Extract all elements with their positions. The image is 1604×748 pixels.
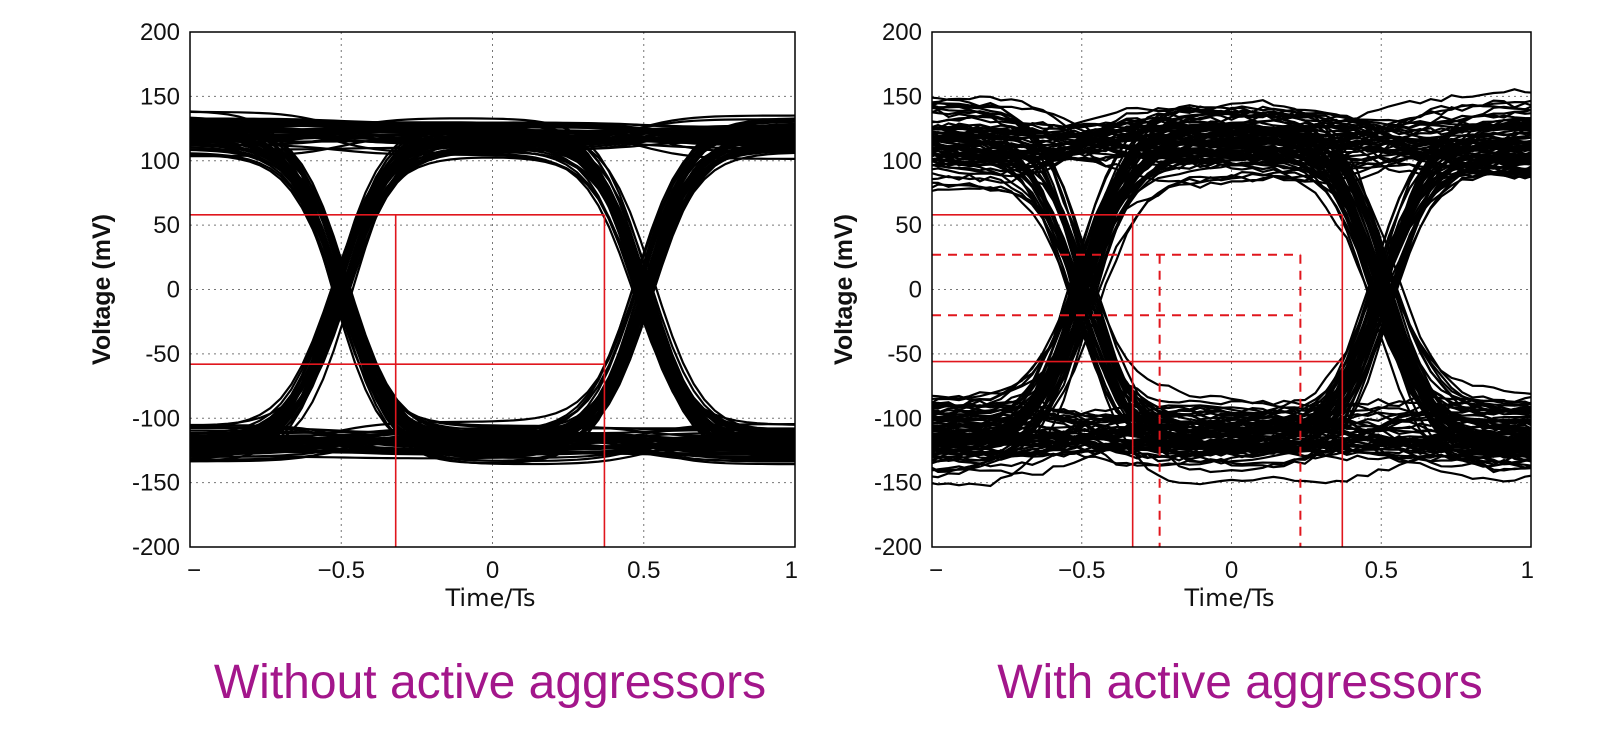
caption-right: With active aggressors <box>997 656 1483 709</box>
eye-trace <box>190 133 795 160</box>
eye-trace <box>932 133 1531 448</box>
eye-trace <box>190 428 795 463</box>
y-tick-label: -100 <box>874 405 922 432</box>
eye-trace <box>190 126 795 448</box>
y-tick-label: -50 <box>887 341 922 368</box>
eye-trace <box>190 438 795 445</box>
eye-trace <box>932 163 1531 431</box>
eye-trace <box>190 129 795 436</box>
eye-trace <box>190 138 795 450</box>
y-axis-label: Voltage (mV) <box>88 214 116 365</box>
eye-trace <box>932 99 1531 442</box>
caption-left: Without active aggressors <box>213 656 767 709</box>
eye-trace <box>932 110 1531 189</box>
eye-trace <box>932 124 1531 435</box>
y-tick-label: -150 <box>132 470 180 497</box>
y-tick-label: -50 <box>145 341 180 368</box>
eye-trace <box>190 134 795 451</box>
x-tick-label: 1 <box>1521 557 1534 584</box>
y-tick-label: 100 <box>882 148 922 175</box>
plot-frame <box>931 31 1532 548</box>
x-tick-label: − <box>929 557 950 584</box>
eye-trace <box>190 125 795 436</box>
eye-trace <box>932 120 1531 166</box>
eye-trace <box>190 146 795 442</box>
y-tick-label: 150 <box>882 83 922 110</box>
y-tick-label: 0 <box>167 277 180 304</box>
y-tick-label: -200 <box>132 534 180 561</box>
eye-trace <box>190 140 795 449</box>
eye-trace <box>190 133 795 444</box>
eye-trace <box>190 134 795 462</box>
eye-trace <box>932 419 1531 445</box>
eye-trace <box>190 143 795 433</box>
x-tick-label: 0.5 <box>1365 557 1398 584</box>
eye-trace <box>932 121 1531 453</box>
y-tick-label: -100 <box>132 405 180 432</box>
eye-panel-1: 200 150 100 50 0 -50 -100 -150 -200− −0.5 0 0.5 1 Ti… <box>88 19 798 612</box>
x-tick-label: 0.5 <box>627 557 660 584</box>
eye-trace <box>190 134 795 443</box>
eye-trace <box>190 124 795 451</box>
y-tick-label: 200 <box>882 19 922 46</box>
y-axis-label: Voltage (mV) <box>830 214 858 365</box>
eye-trace <box>190 145 795 454</box>
eye-trace <box>932 172 1531 454</box>
eye-trace <box>190 434 795 456</box>
eye-trace <box>190 117 795 129</box>
eye-trace <box>932 144 1531 443</box>
x-tick-label: −0.5 <box>318 557 365 584</box>
eye-trace <box>190 153 795 438</box>
x-tick-label: − <box>187 557 208 584</box>
eye-trace <box>932 158 1531 459</box>
eye-trace <box>932 96 1531 438</box>
eye-trace <box>932 427 1531 463</box>
y-tick-label: 150 <box>140 83 180 110</box>
eye-trace <box>190 133 795 442</box>
y-tick-label: 50 <box>895 212 922 239</box>
eye-trace <box>190 132 795 442</box>
eye-trace <box>190 124 795 449</box>
x-tick-label: 0 <box>1225 557 1238 584</box>
x-axis-label: Time/Ts <box>444 584 535 612</box>
eye-trace <box>190 119 795 441</box>
x-axis-label: Time/Ts <box>1183 584 1274 612</box>
eye-trace <box>190 151 795 456</box>
eye-trace <box>190 132 795 453</box>
eye-trace <box>190 122 795 465</box>
eye-trace <box>190 130 795 444</box>
x-tick-label: 1 <box>785 557 798 584</box>
eye-trace <box>190 146 795 450</box>
eye-trace <box>190 152 795 450</box>
eye-trace <box>932 115 1531 425</box>
eye-mask <box>932 214 1344 547</box>
y-tick-label: -200 <box>874 534 922 561</box>
y-tick-label: 100 <box>140 148 180 175</box>
y-tick-label: 50 <box>153 212 180 239</box>
y-tick-label: 200 <box>140 19 180 46</box>
y-tick-label: 0 <box>909 277 922 304</box>
eye-trace <box>190 434 795 456</box>
eye-trace <box>190 128 795 457</box>
eye-trace <box>190 141 795 436</box>
eye-trace <box>190 124 795 454</box>
plot-frame <box>189 31 796 548</box>
eye-trace <box>932 114 1531 454</box>
eye-panel-2: 200 150 100 50 0 -50 -100 -150 -200− −0.5 0 0.5 1 Ti… <box>830 19 1534 612</box>
eye-trace <box>932 138 1531 438</box>
eye-trace <box>190 124 795 443</box>
y-tick-label: -150 <box>874 470 922 497</box>
eye-trace <box>190 139 795 466</box>
eye-trace <box>190 110 795 442</box>
eye-traces <box>932 88 1531 488</box>
eye-trace <box>932 150 1531 446</box>
eye-mask <box>190 214 606 547</box>
grid <box>190 32 795 547</box>
x-tick-label: 0 <box>486 557 499 584</box>
eye-traces <box>190 110 795 466</box>
x-tick-label: −0.5 <box>1058 557 1105 584</box>
eye-trace <box>932 126 1531 452</box>
